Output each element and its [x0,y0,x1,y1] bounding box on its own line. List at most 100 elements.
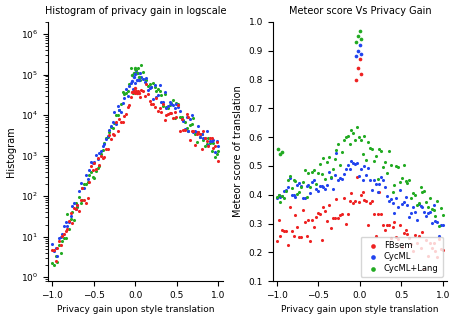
Point [92,167,99,172]
CycML+Lang [345,141,353,146]
Point [202,138,210,143]
Point [132,89,140,94]
CycML+Lang [351,137,358,142]
Point [52,258,59,263]
CycML [354,173,362,179]
CycML+Lang [334,141,341,147]
Point [52,253,59,259]
Point [161,90,168,95]
CycML+Lang [360,134,367,139]
Point [179,118,187,123]
Point [147,84,155,89]
Point [67,213,74,218]
Point [146,81,153,86]
Point [172,101,180,107]
CycML+Lang [336,163,343,168]
Point [62,235,69,240]
Point [107,124,114,129]
FBsem [369,212,377,217]
Point [60,236,67,241]
Point [197,132,205,137]
Point [82,172,89,178]
FBsem [310,224,317,229]
Point [104,134,111,140]
Point [86,167,93,172]
Point [57,243,64,248]
CycML [338,177,345,182]
Point [201,143,208,148]
CycML+Lang [332,148,339,153]
Point [204,136,212,141]
Point [133,71,140,76]
FBsem [349,201,356,206]
Point [76,208,83,213]
Point [187,112,195,117]
Point [111,132,118,138]
Point [94,156,101,161]
CycML [429,202,436,207]
Point [151,85,158,90]
CycML+Lang [369,159,377,164]
CycML+Lang [397,176,404,181]
FBsem [388,224,395,229]
X-axis label: Privacy gain upon style translation: Privacy gain upon style translation [280,306,438,315]
FBsem [276,233,283,238]
Point [351,39,359,44]
FBsem [317,238,324,243]
Point [139,88,146,93]
Point [207,139,215,144]
FBsem [412,241,420,246]
CycML+Lang [282,189,289,194]
Point [355,57,363,62]
Point [196,134,203,139]
CycML+Lang [371,153,379,158]
FBsem [329,216,336,221]
CycML [388,200,395,205]
CycML+Lang [300,167,308,172]
Point [134,88,141,93]
FBsem [431,248,438,253]
Point [151,105,158,110]
Point [171,109,178,115]
Point [152,96,160,101]
FBsem [418,229,425,235]
Point [112,119,120,124]
CycML+Lang [421,200,429,205]
CycML [345,167,353,172]
Point [99,147,106,152]
Point [201,135,208,140]
Point [126,82,133,87]
FBsem [304,217,311,222]
CycML [369,177,377,182]
Point [91,176,98,181]
Point [109,126,116,131]
CycML+Lang [425,195,433,200]
Point [211,143,218,148]
CycML [302,183,309,188]
Point [194,130,202,135]
Point [50,262,57,267]
CycML+Lang [291,179,298,184]
FBsem [312,214,319,219]
Point [112,113,120,118]
CycML [306,190,313,195]
Point [87,159,94,164]
CycML+Lang [401,179,408,184]
Point [181,128,188,133]
Point [70,201,77,206]
Point [65,226,72,231]
Point [202,142,210,147]
CycML [317,184,324,189]
FBsem [380,228,388,233]
Point [144,91,151,96]
CycML [347,158,354,163]
CycML [288,193,295,198]
FBsem [390,220,397,225]
CycML+Lang [364,140,371,145]
Point [136,78,143,83]
Point [72,207,79,212]
Point [142,76,150,81]
FBsem [377,212,384,217]
Point [116,108,123,113]
Point [167,110,175,116]
